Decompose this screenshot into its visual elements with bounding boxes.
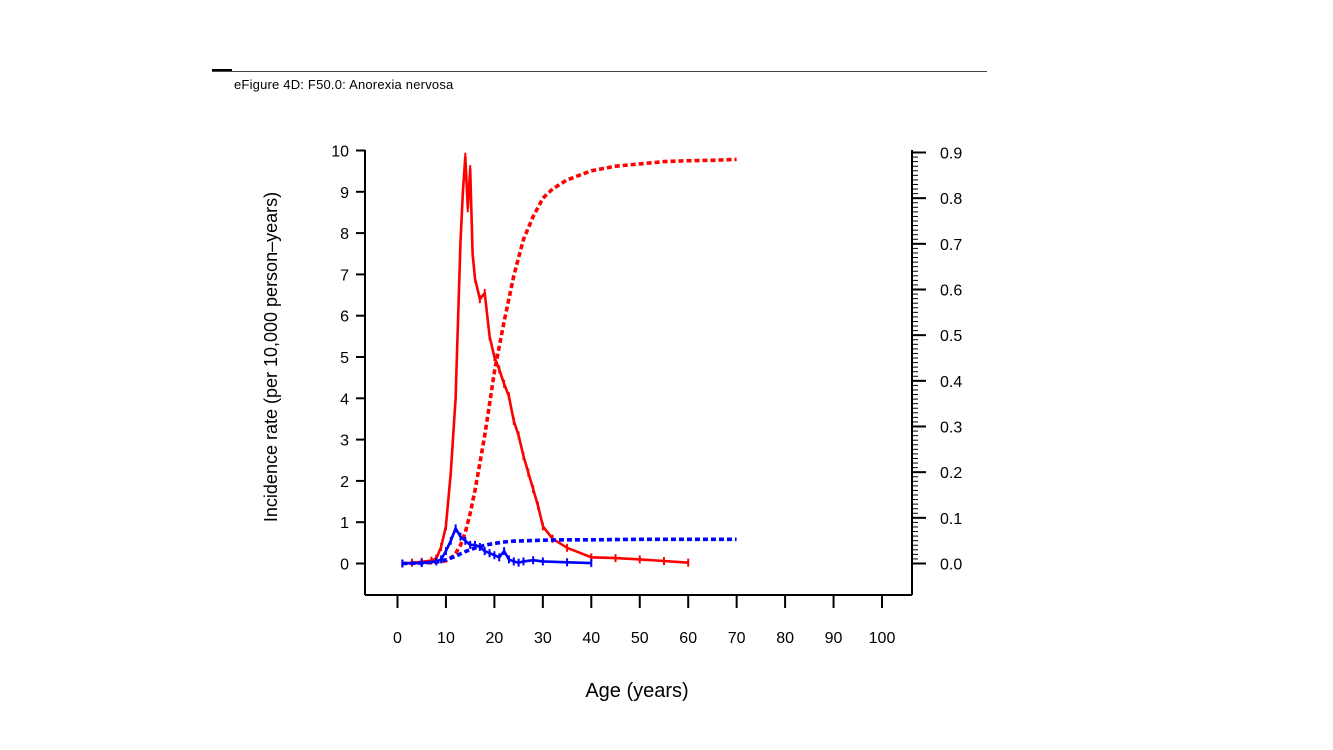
figure-divider: [212, 71, 987, 72]
x-tick-label: 0: [393, 630, 402, 647]
y2-tick-label: 0.7: [940, 237, 962, 254]
x-tick-label: 20: [486, 630, 504, 647]
y2-tick-label: 0.6: [940, 283, 962, 300]
y-tick-label: 5: [340, 350, 349, 367]
y2-tick-label: 0.3: [940, 420, 962, 437]
y2-tick-label: 0.5: [940, 328, 962, 345]
figure-divider-mark: [212, 69, 232, 71]
y-tick-label: 4: [340, 391, 349, 408]
x-tick-label: 100: [869, 630, 896, 647]
y-tick-label: 0: [340, 557, 349, 574]
y-tick-label: 8: [340, 226, 349, 243]
figure-title: eFigure 4D: F50.0: Anorexia nervosa: [234, 77, 454, 92]
y2-tick-label: 0.1: [940, 511, 962, 528]
axes-layer: 0 1 2 3 4 5 6 7 8 9 10 0.0 0.1 0.2 0.3 0.4 0.5 0.6 0.7 0.8 0…: [331, 144, 962, 648]
y-tick-label: 1: [340, 515, 349, 532]
y2-tick-label: 0.8: [940, 191, 962, 208]
series-line-1: [402, 155, 689, 565]
x-tick-label: 50: [631, 630, 649, 647]
series-layer: [401, 152, 737, 568]
y-tick-label: 6: [340, 309, 349, 326]
y-tick-label: 7: [340, 267, 349, 284]
y2-tick-label: 0.9: [940, 146, 962, 163]
x-tick-label: 30: [534, 630, 552, 647]
y2-tick-label: 0.0: [940, 557, 962, 574]
y-tick-label: 3: [340, 433, 349, 450]
series-line-4: [402, 537, 737, 566]
x-tick-label: 80: [776, 630, 794, 647]
x-axis-label: Age (years): [585, 680, 688, 702]
y-axis-label: Incidence rate (per 10,000 person–years): [261, 192, 281, 522]
series-line-2: [402, 157, 737, 566]
y2-tick-label: 0.4: [940, 374, 962, 391]
x-tick-label: 10: [437, 630, 455, 647]
x-tick-label: 90: [825, 630, 843, 647]
y2-tick-label: 0.2: [940, 465, 962, 482]
y-tick-label: 10: [331, 144, 349, 161]
y-tick-label: 2: [340, 474, 349, 491]
x-tick-label: 70: [728, 630, 746, 647]
y-tick-label: 9: [340, 185, 349, 202]
x-tick-label: 40: [582, 630, 600, 647]
x-tick-label: 60: [679, 630, 697, 647]
